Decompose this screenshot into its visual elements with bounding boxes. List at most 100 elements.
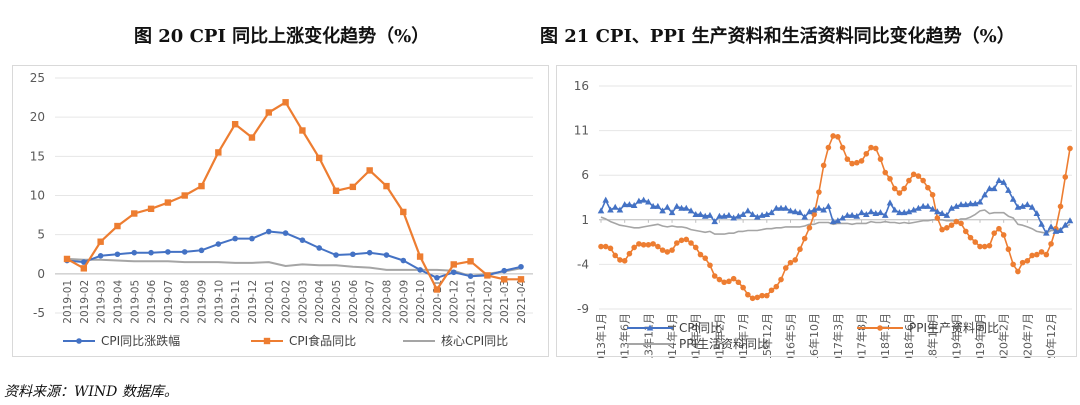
data-point xyxy=(763,210,771,217)
data-point xyxy=(948,204,955,211)
data-point xyxy=(1043,229,1050,236)
data-point xyxy=(597,207,605,214)
data-point xyxy=(611,203,619,210)
data-point xyxy=(806,225,813,231)
data-point xyxy=(730,214,737,221)
data-point xyxy=(887,175,893,182)
data-point xyxy=(602,243,609,250)
data-point xyxy=(896,190,903,196)
cpi-ppi-chart-panel: -9 -4 1 6 11 16 2013年1月 2013年6月 2013年11月 2014年4月 2… xyxy=(556,65,1077,358)
legend-label: CPI食品同比 xyxy=(289,333,356,348)
x-tick-label: 2019-04 xyxy=(112,280,124,324)
data-point xyxy=(1000,232,1007,238)
data-point xyxy=(938,210,946,217)
data-point xyxy=(791,208,799,215)
data-point xyxy=(1066,217,1074,224)
data-point xyxy=(749,210,756,217)
data-point xyxy=(958,220,964,227)
data-point xyxy=(848,211,856,218)
data-point xyxy=(920,177,926,184)
data-point xyxy=(621,258,628,264)
data-point xyxy=(668,209,676,216)
data-point xyxy=(862,210,870,217)
y-tick-label: 15 xyxy=(30,149,45,163)
data-point xyxy=(640,241,647,248)
data-point xyxy=(901,185,907,192)
data-point xyxy=(716,212,723,219)
x-tick-label: 2018年6月 xyxy=(902,313,916,358)
data-point xyxy=(886,199,894,206)
data-point xyxy=(602,196,610,203)
data-point xyxy=(692,210,700,217)
data-point xyxy=(868,144,874,151)
legend-label: PPI生活资料同比 xyxy=(679,337,769,351)
data-point xyxy=(749,295,756,302)
data-point xyxy=(830,133,836,139)
data-point xyxy=(1048,241,1054,247)
legend-marker xyxy=(76,338,82,344)
x-tick-label: 2020-08 xyxy=(381,280,393,324)
data-point xyxy=(976,198,984,205)
data-point xyxy=(739,210,747,217)
data-point xyxy=(896,209,903,216)
data-point xyxy=(820,162,827,169)
data-point xyxy=(164,199,172,206)
x-tick-label: 2019-05 xyxy=(129,280,141,324)
x-tick-label: 2021-03 xyxy=(499,280,511,324)
data-point xyxy=(924,202,932,209)
data-point xyxy=(725,211,733,218)
data-point xyxy=(839,144,846,151)
data-point xyxy=(721,279,727,286)
data-point xyxy=(991,230,998,236)
x-tick-label: 2018年11月 xyxy=(926,313,940,358)
data-point xyxy=(417,267,423,273)
data-point xyxy=(990,185,998,192)
data-point xyxy=(934,215,941,221)
data-point xyxy=(944,225,950,231)
data-point xyxy=(915,173,922,179)
data-point xyxy=(673,240,680,246)
data-point xyxy=(891,206,899,213)
data-point xyxy=(165,249,171,255)
data-point xyxy=(801,213,809,220)
data-point xyxy=(797,246,803,253)
x-tick-label: 2013年11月 xyxy=(641,313,655,358)
data-point xyxy=(967,234,974,241)
y-tick-label: 6 xyxy=(581,168,589,182)
data-point xyxy=(858,209,865,216)
y-tick-label: 11 xyxy=(574,124,589,138)
data-point xyxy=(810,206,818,213)
data-point xyxy=(858,158,865,164)
data-point xyxy=(972,239,979,245)
legend-label: PPI生产资料同比 xyxy=(909,321,999,335)
data-point xyxy=(925,184,931,191)
data-point xyxy=(948,222,955,228)
data-point xyxy=(702,255,709,261)
data-point xyxy=(811,211,817,218)
data-point xyxy=(687,207,695,214)
data-point xyxy=(796,209,804,216)
data-point xyxy=(416,253,424,260)
data-point xyxy=(631,244,637,251)
y-tick-label: 1 xyxy=(581,213,589,227)
data-point xyxy=(500,276,508,283)
data-point xyxy=(996,225,1002,232)
x-tick-label: 2020-07 xyxy=(365,280,377,324)
data-point xyxy=(754,294,761,301)
data-point xyxy=(820,206,827,213)
data-point xyxy=(867,208,875,215)
x-tick-label: 2017年3月 xyxy=(831,313,845,358)
x-tick-label: 2019-09 xyxy=(197,280,209,324)
data-point xyxy=(484,272,491,279)
data-point xyxy=(636,241,642,247)
y-tick-label: 25 xyxy=(30,71,45,85)
data-point xyxy=(929,192,936,198)
data-point xyxy=(659,247,666,253)
data-point xyxy=(829,218,837,225)
data-point xyxy=(697,210,704,217)
x-tick-label: 2019-06 xyxy=(146,280,158,324)
data-point xyxy=(1038,249,1045,255)
series-line xyxy=(66,101,521,291)
data-point xyxy=(787,207,794,214)
data-point xyxy=(1000,178,1007,185)
